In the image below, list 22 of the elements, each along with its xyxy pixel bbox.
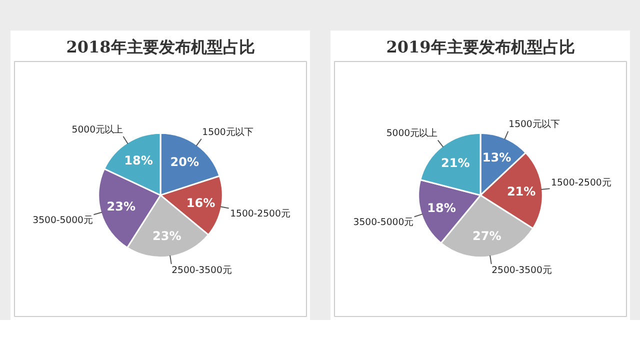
slice-label: 2500-3500元 — [172, 265, 232, 276]
data-label: 21% — [506, 184, 536, 198]
slice-label: 1500-2500元 — [230, 208, 290, 220]
slice-label: 3500-5000元 — [32, 215, 92, 226]
slice-label: 5000元以上 — [72, 124, 123, 136]
data-label: 20% — [170, 155, 199, 170]
data-label: 16% — [186, 196, 216, 210]
slice-label: 2500-3500元 — [492, 265, 552, 276]
slice-label: 1500元以下 — [202, 126, 253, 138]
data-label: 13% — [482, 150, 512, 165]
data-label: 23% — [152, 228, 182, 243]
slice-label: 1500元以下 — [508, 119, 560, 130]
data-label: 18% — [124, 154, 153, 168]
chart-title: 2019年主要发布机型占比 — [386, 38, 575, 56]
slice-label: 3500-5000元 — [353, 217, 414, 228]
data-label: 21% — [441, 156, 470, 170]
slice-label: 1500-2500元 — [551, 178, 611, 189]
slice-label: 5000元以上 — [386, 128, 438, 140]
chart-title: 2018年主要发布机型占比 — [66, 38, 255, 56]
data-label: 27% — [472, 228, 502, 243]
data-label: 23% — [106, 200, 136, 214]
data-label: 18% — [427, 200, 456, 215]
